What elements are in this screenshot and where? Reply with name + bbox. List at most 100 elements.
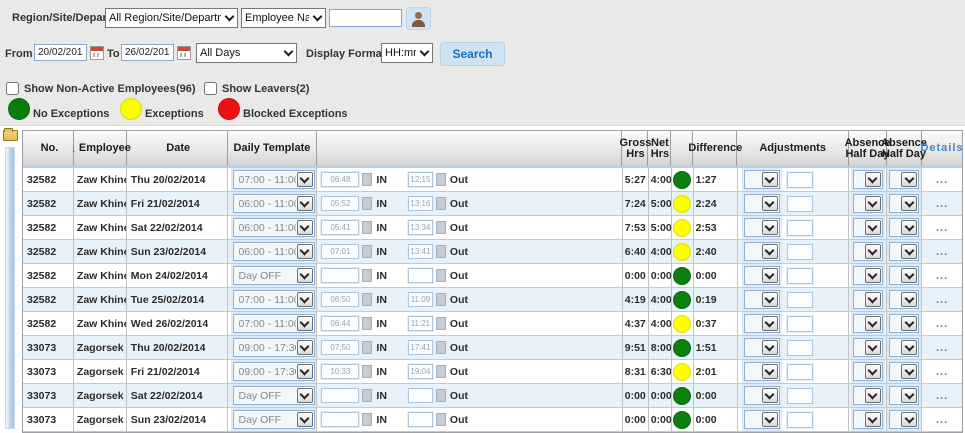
from-calendar-icon[interactable] [90,46,104,60]
adjustment-value-input[interactable] [786,411,813,428]
daily-template-select[interactable]: Day OFF [233,267,314,284]
details-link[interactable]: ... [922,408,962,432]
adjustment-value-input[interactable] [786,195,813,212]
in-time-input[interactable] [321,316,360,331]
details-link[interactable]: ... [922,360,962,384]
adjustment-value-input[interactable] [786,387,813,404]
daily-template-select[interactable]: 07:00 - 11:00 [233,315,314,332]
out-checkbox[interactable] [435,341,446,354]
region-site-department-select[interactable]: All Region/Site/Department [106,9,237,27]
adjustment-select[interactable] [744,363,779,380]
in-checkbox[interactable] [362,365,373,378]
adjustment-select[interactable] [744,243,779,260]
in-checkbox[interactable] [362,341,373,354]
display-format-select[interactable]: HH:mm [382,44,432,62]
details-link[interactable]: ... [922,264,962,288]
in-checkbox[interactable] [362,173,373,186]
adjustment-select[interactable] [744,387,779,404]
details-link[interactable]: ... [922,240,962,264]
adjustment-value-input[interactable] [786,315,813,332]
absence-half-day-select-1[interactable] [853,387,882,404]
out-time-input[interactable] [407,220,433,235]
adjustment-select[interactable] [744,339,779,356]
in-checkbox[interactable] [362,245,373,258]
absence-half-day-select-1[interactable] [853,291,882,308]
adjustment-select[interactable] [744,267,779,284]
adjustment-select[interactable] [744,219,779,236]
in-time-input[interactable] [321,340,360,355]
out-time-input[interactable] [407,340,433,355]
absence-half-day-select-1[interactable] [853,243,882,260]
details-link[interactable]: ... [922,312,962,336]
absence-half-day-select-2[interactable] [890,291,919,308]
from-date-input[interactable] [34,44,87,61]
daily-template-select[interactable]: 06:00 - 11:00 [233,219,314,236]
out-checkbox[interactable] [435,269,446,282]
out-checkbox[interactable] [435,317,446,330]
to-calendar-icon[interactable] [177,46,191,60]
out-time-input[interactable] [407,196,433,211]
in-checkbox[interactable] [362,197,373,210]
in-time-input[interactable] [321,244,360,259]
employee-lookup-button[interactable] [406,7,431,30]
out-checkbox[interactable] [435,413,446,426]
out-checkbox[interactable] [435,173,446,186]
days-select[interactable]: All Days [197,44,296,62]
details-link[interactable]: ... [922,384,962,408]
adjustment-select[interactable] [744,411,779,428]
absence-half-day-select-2[interactable] [890,387,919,404]
details-link[interactable]: ... [922,168,962,192]
adjustment-value-input[interactable] [786,339,813,356]
out-time-input[interactable] [407,364,433,379]
absence-half-day-select-2[interactable] [890,411,919,428]
adjustment-value-input[interactable] [786,267,813,284]
absence-half-day-select-2[interactable] [890,219,919,236]
out-checkbox[interactable] [435,389,446,402]
daily-template-select[interactable]: 07:00 - 11:00 [233,171,314,188]
in-checkbox[interactable] [362,293,373,306]
in-time-input[interactable] [321,220,360,235]
in-time-input[interactable] [321,292,360,307]
adjustment-select[interactable] [744,171,779,188]
in-time-input[interactable] [321,172,360,187]
adjustment-select[interactable] [744,315,779,332]
in-time-input[interactable] [321,412,360,427]
absence-half-day-select-1[interactable] [853,267,882,284]
absence-half-day-select-1[interactable] [853,219,882,236]
details-link[interactable]: ... [922,192,962,216]
out-checkbox[interactable] [435,293,446,306]
daily-template-select[interactable]: 09:00 - 17:30 [233,363,314,380]
adjustment-value-input[interactable] [786,363,813,380]
show-leavers-checkbox[interactable] [204,82,217,95]
absence-half-day-select-2[interactable] [890,363,919,380]
daily-template-select[interactable]: 09:00 - 17:30 [233,339,314,356]
adjustment-value-input[interactable] [786,219,813,236]
absence-half-day-select-1[interactable] [853,195,882,212]
absence-half-day-select-2[interactable] [890,315,919,332]
out-checkbox[interactable] [435,197,446,210]
out-checkbox[interactable] [435,221,446,234]
out-checkbox[interactable] [435,365,446,378]
absence-half-day-select-2[interactable] [890,171,919,188]
details-link[interactable]: ... [922,288,962,312]
out-time-input[interactable] [407,268,433,283]
to-date-input[interactable] [121,44,174,61]
employee-search-input[interactable] [329,9,402,27]
absence-half-day-select-1[interactable] [853,171,882,188]
in-time-input[interactable] [321,364,360,379]
absence-half-day-select-1[interactable] [853,315,882,332]
in-time-input[interactable] [321,268,360,283]
details-link[interactable]: ... [922,336,962,360]
in-time-input[interactable] [321,196,360,211]
col-header-employee[interactable]: ↓ Employee [71,131,131,166]
search-button[interactable]: Search [440,42,505,66]
adjustment-select[interactable] [744,291,779,308]
absence-half-day-select-1[interactable] [853,411,882,428]
daily-template-select[interactable]: 07:00 - 11:00 [233,291,314,308]
folder-icon[interactable] [3,128,18,141]
out-time-input[interactable] [407,412,433,427]
daily-template-select[interactable]: Day OFF [233,387,314,404]
out-time-input[interactable] [407,292,433,307]
daily-template-select[interactable]: Day OFF [233,411,314,428]
show-non-active-checkbox[interactable] [6,82,19,95]
